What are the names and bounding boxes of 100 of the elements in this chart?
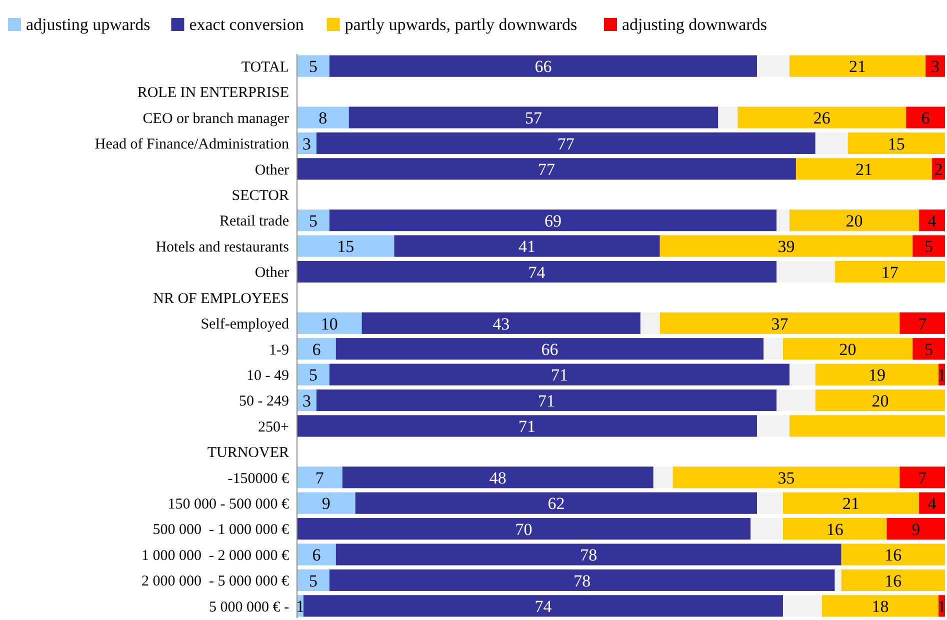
bar bbox=[297, 106, 349, 128]
bar bbox=[900, 466, 945, 488]
bar bbox=[336, 544, 842, 566]
data-label: 6 bbox=[312, 340, 321, 359]
data-label: 20 bbox=[872, 391, 889, 410]
bar bbox=[316, 132, 816, 154]
bar bbox=[329, 210, 777, 232]
bar bbox=[297, 466, 342, 488]
data-label: 5 bbox=[308, 57, 318, 76]
data-label: 74 bbox=[534, 597, 552, 616]
data-label: 15 bbox=[337, 237, 354, 256]
data-label: 78 bbox=[574, 571, 591, 590]
bar bbox=[886, 518, 945, 540]
bar bbox=[783, 518, 887, 540]
data-label: 21 bbox=[856, 160, 872, 180]
data-label: 10 bbox=[320, 314, 338, 334]
data-label: 9 bbox=[912, 520, 920, 539]
data-label: 26 bbox=[813, 108, 830, 128]
bar bbox=[757, 492, 783, 514]
data-label: 16 bbox=[884, 546, 902, 565]
data-label: 48 bbox=[489, 468, 506, 488]
data-label: 3 bbox=[931, 57, 940, 76]
bar bbox=[926, 55, 945, 77]
bar bbox=[640, 312, 660, 334]
bar bbox=[329, 364, 790, 386]
data-label: 18 bbox=[872, 597, 889, 616]
bar bbox=[906, 106, 945, 128]
y-tick-label: -150000 € bbox=[228, 470, 290, 487]
bar bbox=[394, 235, 660, 257]
bar bbox=[776, 389, 816, 412]
data-label: 78 bbox=[580, 546, 598, 565]
y-tick-label: 150 000 - 500 000 € bbox=[168, 496, 290, 512]
bar bbox=[653, 466, 673, 488]
bar bbox=[776, 210, 790, 232]
bar bbox=[336, 338, 764, 360]
legend-label: adjusting upwards bbox=[26, 15, 150, 34]
bar bbox=[815, 389, 945, 412]
y-tick-label: Retail trade bbox=[219, 214, 290, 230]
data-label: 7 bbox=[315, 468, 324, 488]
data-label: 3 bbox=[302, 391, 311, 410]
data-label: 17 bbox=[881, 262, 899, 282]
bar bbox=[297, 260, 777, 283]
bar bbox=[789, 364, 816, 386]
data-label: 1 bbox=[296, 597, 304, 616]
data-label: 71 bbox=[550, 366, 568, 385]
bar bbox=[329, 569, 835, 592]
data-label: 2 bbox=[934, 160, 943, 180]
data-label: 4 bbox=[928, 211, 937, 230]
data-label: 5 bbox=[924, 340, 934, 359]
data-label: 74 bbox=[528, 262, 546, 282]
bar bbox=[297, 338, 336, 360]
data-label: 20 bbox=[839, 340, 856, 359]
data-label: 71 bbox=[538, 391, 555, 410]
bar bbox=[355, 492, 758, 514]
data-label: 5 bbox=[924, 237, 934, 256]
bar bbox=[297, 158, 796, 180]
y-tick-label: Other bbox=[254, 265, 289, 282]
data-label: 5 bbox=[308, 571, 318, 590]
bar bbox=[757, 55, 790, 77]
bar bbox=[750, 518, 783, 540]
legend-label: exact conversion bbox=[189, 15, 304, 34]
data-label: 43 bbox=[492, 314, 510, 334]
bar bbox=[660, 235, 913, 257]
bar bbox=[841, 569, 945, 592]
bar bbox=[789, 210, 920, 232]
bar bbox=[297, 544, 336, 566]
bar bbox=[789, 415, 945, 437]
data-label: 19 bbox=[868, 366, 886, 385]
data-label: 57 bbox=[525, 108, 543, 128]
y-tick-label: 1 000 000 - 2 000 000 € bbox=[142, 548, 290, 564]
data-label: 70 bbox=[515, 520, 532, 539]
data-label: 66 bbox=[534, 57, 552, 76]
bar bbox=[297, 415, 758, 437]
data-label: 9 bbox=[322, 494, 330, 514]
data-label: 21 bbox=[849, 57, 866, 76]
data-label: 1 bbox=[938, 366, 946, 385]
bar bbox=[297, 492, 356, 514]
bar bbox=[789, 55, 926, 77]
data-label: 5 bbox=[308, 211, 318, 230]
y-tick-label: 5 000 000 € - bbox=[209, 599, 289, 616]
y-tick-label: 10 - 49 bbox=[246, 368, 289, 384]
y-tick-label: Head of Finance/Administration bbox=[94, 136, 290, 153]
bar bbox=[834, 569, 842, 592]
bar bbox=[297, 55, 330, 77]
data-label: 66 bbox=[541, 340, 558, 359]
bar bbox=[297, 569, 330, 592]
bar bbox=[329, 55, 758, 77]
data-label: 39 bbox=[778, 237, 795, 256]
data-label: 77 bbox=[557, 134, 575, 154]
y-tick-label: TURNOVER bbox=[207, 445, 289, 462]
data-label: 69 bbox=[544, 211, 562, 230]
bar bbox=[316, 389, 777, 412]
data-label: 35 bbox=[778, 468, 795, 488]
data-label: 3 bbox=[302, 134, 311, 154]
bar bbox=[297, 518, 751, 540]
bar bbox=[757, 415, 790, 437]
bar bbox=[297, 235, 394, 257]
bar bbox=[297, 364, 330, 386]
data-label: 20 bbox=[846, 211, 863, 230]
data-label: 37 bbox=[771, 314, 789, 334]
